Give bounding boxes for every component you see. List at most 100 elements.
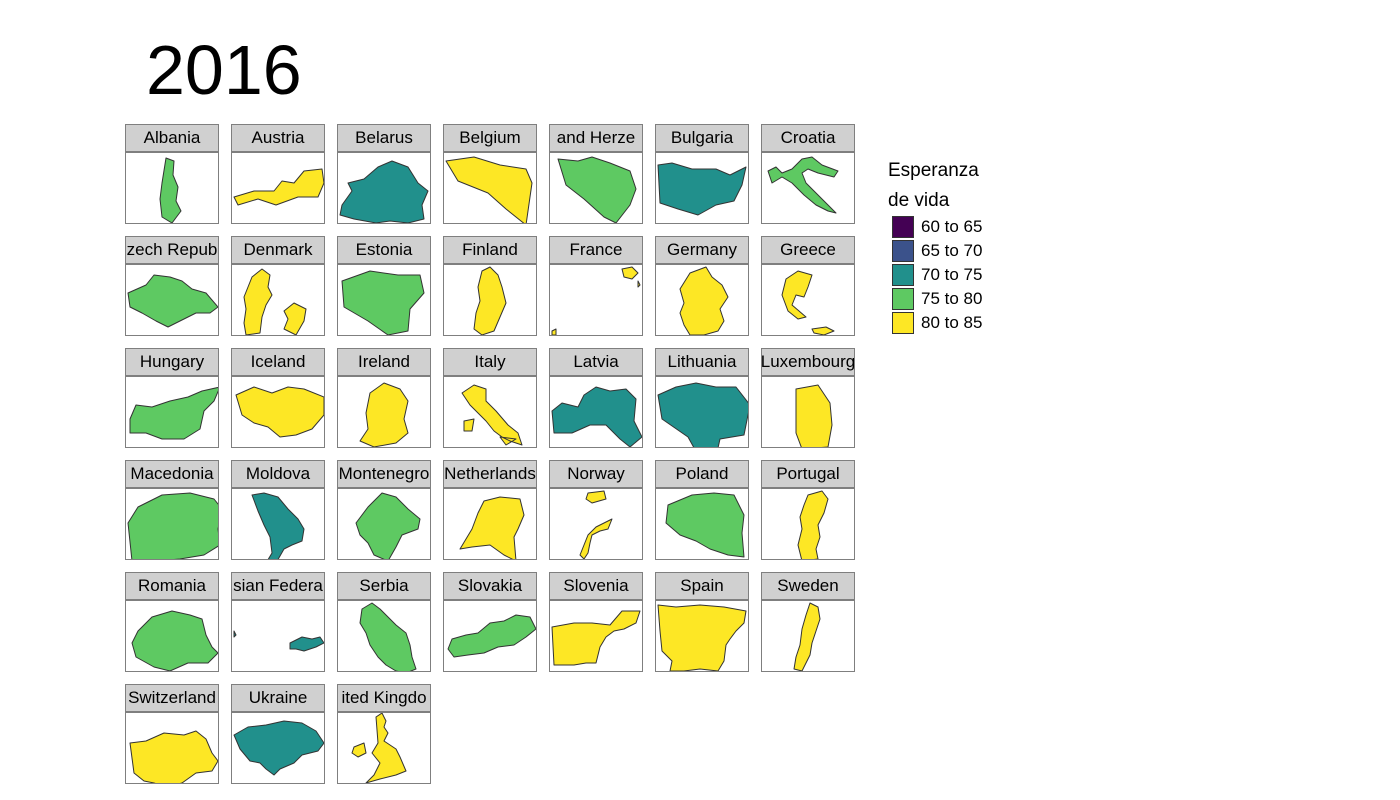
country-shape <box>445 156 533 223</box>
facet-plot <box>655 152 749 224</box>
facet-strip: zech Repub <box>125 236 219 264</box>
country-shape <box>131 610 218 671</box>
country-panel: Slovenia <box>549 572 643 684</box>
country-map <box>551 266 641 335</box>
country-panel: France <box>549 236 643 348</box>
facet-plot <box>655 600 749 672</box>
country-label: Greece <box>780 240 836 259</box>
country-map <box>657 162 747 216</box>
facet-strip: Austria <box>231 124 325 152</box>
country-label: Portugal <box>776 464 840 483</box>
facet-plot <box>125 712 219 784</box>
legend-label: 80 to 85 <box>921 313 983 332</box>
country-panel: Norway <box>549 460 643 572</box>
country-label: zech Repub <box>126 240 218 259</box>
country-shape <box>793 602 821 671</box>
country-panel: sian Federa <box>231 572 325 684</box>
country-panel: Sweden <box>761 572 855 684</box>
country-shape <box>355 492 421 559</box>
facet-strip: Sweden <box>761 572 855 600</box>
facet-strip: Belarus <box>337 124 431 152</box>
facet-plot <box>231 264 325 336</box>
country-shape <box>235 386 324 438</box>
facet-plot <box>337 712 431 784</box>
country-map <box>243 268 307 335</box>
country-map <box>557 156 637 223</box>
country-panel: Serbia <box>337 572 431 684</box>
country-panel: Spain <box>655 572 749 684</box>
country-label: Poland <box>675 464 729 483</box>
facet-strip: Iceland <box>231 348 325 376</box>
country-shape <box>781 270 835 335</box>
country-map <box>551 610 641 666</box>
country-panel: Albania <box>125 124 219 236</box>
page-title: 2016 <box>146 31 302 109</box>
country-map <box>233 630 324 652</box>
country-label: Iceland <box>250 352 306 371</box>
facet-plot <box>231 600 325 672</box>
facet-strip: Poland <box>655 460 749 488</box>
facet-plot <box>549 376 643 448</box>
facet-strip: France <box>549 236 643 264</box>
facet-strip: Montenegro <box>337 460 431 488</box>
legend-label: 70 to 75 <box>921 265 983 284</box>
country-shape <box>795 384 833 447</box>
facet-strip: Serbia <box>337 572 431 600</box>
facet-strip: Netherlands <box>443 460 537 488</box>
country-map <box>797 490 829 559</box>
country-map <box>359 602 417 671</box>
country-shape <box>341 270 425 335</box>
country-shape <box>459 496 525 559</box>
country-shape <box>473 266 507 335</box>
country-panel: Poland <box>655 460 749 572</box>
facet-strip: Denmark <box>231 236 325 264</box>
facet-strip: Slovakia <box>443 572 537 600</box>
facet-plot <box>443 488 537 560</box>
country-label: Estonia <box>355 240 413 259</box>
country-shape <box>243 268 307 335</box>
country-panel: Estonia <box>337 236 431 348</box>
country-map <box>355 492 421 559</box>
country-label: Belgium <box>459 128 521 147</box>
facet-plot <box>337 600 431 672</box>
facet-plot <box>125 600 219 672</box>
country-label: Croatia <box>780 128 836 147</box>
facet-plot <box>337 376 431 448</box>
legend-title-line: Esperanza <box>888 160 979 181</box>
country-map <box>341 270 425 335</box>
country-map <box>127 492 218 559</box>
country-label: Germany <box>667 240 737 259</box>
facet-plot <box>231 152 325 224</box>
country-panel: Macedonia <box>125 460 219 572</box>
country-shape <box>797 490 829 559</box>
legend-key <box>892 264 914 286</box>
country-label: Moldova <box>245 464 311 483</box>
country-label: ited Kingdo <box>341 688 427 707</box>
country-panel: zech Repub <box>125 236 219 348</box>
facet-strip: Croatia <box>761 124 855 152</box>
country-panel: Slovakia <box>443 572 537 684</box>
country-panel: Denmark <box>231 236 325 348</box>
country-panel: Belgium <box>443 124 537 236</box>
legend-label: 60 to 65 <box>921 217 983 236</box>
facet-plot <box>337 264 431 336</box>
facet-plot <box>655 488 749 560</box>
country-map <box>459 496 525 559</box>
country-shape <box>551 610 641 666</box>
country-map <box>657 604 747 671</box>
country-label: France <box>569 240 623 259</box>
legend-key <box>892 240 914 262</box>
country-shape <box>251 492 305 559</box>
country-label: Spain <box>680 576 724 595</box>
country-shape <box>551 266 641 335</box>
facet-plot <box>125 488 219 560</box>
country-map <box>127 274 218 328</box>
country-panel: Ireland <box>337 348 431 460</box>
country-shape <box>461 384 523 446</box>
country-label: Montenegro <box>338 464 430 483</box>
country-map <box>657 382 748 447</box>
country-shape <box>233 168 324 206</box>
country-panel: Montenegro <box>337 460 431 572</box>
facet-plot <box>231 488 325 560</box>
country-label: Norway <box>567 464 625 483</box>
